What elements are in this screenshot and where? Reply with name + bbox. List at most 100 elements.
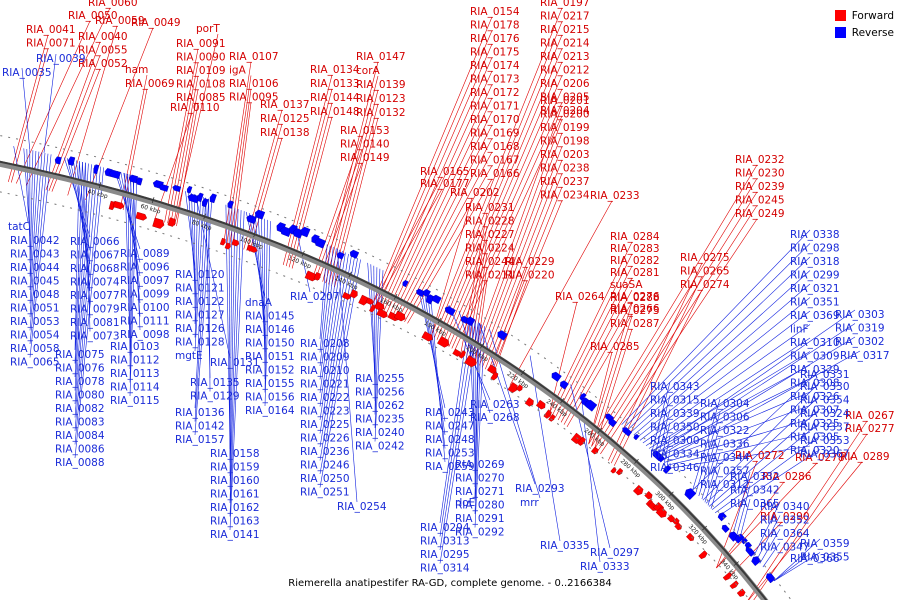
forward-gene-label: RIA_0289	[840, 451, 890, 463]
reverse-gene-label: RIA_0142	[175, 421, 225, 433]
reverse-gene-label: RIA_0054	[10, 330, 60, 342]
feature-track	[54, 156, 776, 597]
forward-leader-line	[551, 253, 633, 416]
forward-gene-label: RIA_0286	[762, 471, 812, 483]
forward-feature-arrow	[349, 289, 358, 299]
reverse-gene-label: RIA_0354	[800, 395, 850, 407]
reverse-gene-label: RIA_0077	[70, 290, 120, 302]
forward-gene-label: RIA_0040	[78, 31, 128, 43]
forward-leader-line	[67, 25, 118, 196]
reverse-leader-line	[705, 395, 821, 504]
reverse-gene-label: RIA_0343	[650, 381, 700, 393]
reverse-gene-label: RIA_0075	[55, 349, 105, 361]
reverse-gene-label: RIA_0068	[70, 263, 120, 275]
reverse-leader-line	[74, 161, 83, 364]
forward-leader-line	[436, 34, 563, 340]
forward-gene-label: RIA_0172	[470, 87, 520, 99]
forward-feature-arrow	[644, 491, 653, 500]
reverse-feature-arrow	[209, 193, 217, 204]
forward-feature-arrow	[421, 331, 433, 342]
reverse-gene-label: RIA_0335	[540, 540, 590, 552]
reverse-feature-arrow	[172, 184, 182, 193]
forward-gene-label: ham	[125, 64, 148, 76]
reverse-gene-label: RIA_0150	[245, 338, 295, 350]
reverse-gene-label: dnaA	[245, 297, 273, 309]
forward-feature-arrow	[393, 310, 406, 322]
reverse-leader-line	[129, 174, 132, 370]
reverse-leader-line	[229, 206, 233, 477]
reverse-gene-label: RIA_0347	[760, 542, 810, 554]
reverse-leader-line	[621, 229, 811, 425]
reverse-feature-arrow	[254, 209, 266, 220]
forward-leader-line	[386, 84, 493, 313]
forward-gene-label: RIA_0224	[465, 243, 515, 255]
legend-forward: Forward	[834, 7, 894, 24]
forward-feature-arrow	[464, 355, 477, 368]
forward-leader-line	[490, 200, 563, 374]
forward-gene-label: RIA_0211	[465, 270, 515, 282]
reverse-gene-label: RIA_0121	[175, 283, 225, 295]
reverse-leader-line	[29, 152, 43, 318]
reverse-gene-label: RIA_0097	[120, 275, 170, 287]
forward-gene-label: RIA_0175	[470, 47, 520, 59]
reverse-leader-line	[708, 408, 821, 507]
forward-gene-label: RIA_0147	[356, 51, 406, 63]
reverse-leader-line	[29, 154, 52, 358]
reverse-gene-label: RIA_0096	[120, 262, 170, 274]
forward-leader-line	[473, 119, 563, 362]
reverse-gene-label: RIA_0255	[355, 373, 405, 385]
forward-leader-line	[164, 48, 199, 223]
forward-leader-line	[445, 75, 563, 346]
forward-feature-arrow	[376, 308, 388, 319]
forward-leader-line	[509, 200, 613, 386]
reverse-leader-line	[124, 173, 131, 343]
forward-leader-line	[285, 88, 333, 267]
reverse-gene-label: RIA_0151	[245, 351, 295, 363]
forward-gene-label: RIA_0233	[590, 190, 640, 202]
reverse-gene-label: RIA_0364	[760, 528, 810, 540]
forward-feature-arrow	[590, 446, 599, 455]
reverse-gene-label: RIA_0099	[120, 289, 170, 301]
forward-leader-line	[176, 102, 199, 227]
forward-leader-line	[594, 191, 758, 450]
forward-gene-label: RIA_0276	[610, 291, 660, 303]
reverse-leader-line	[319, 251, 343, 407]
reverse-leader-line	[474, 324, 482, 515]
reverse-gene-label: linF	[790, 324, 809, 336]
forward-gene-label: RIA_0134	[310, 64, 360, 76]
reverse-gene-label: RIA_0122	[175, 296, 225, 308]
reverse-leader-line	[132, 175, 141, 331]
forward-leader-line	[395, 124, 493, 318]
forward-leader-line	[430, 7, 563, 337]
forward-gene-label: RIA_0071	[26, 38, 76, 50]
reverse-gene-label: RIA_0294	[420, 522, 470, 534]
forward-leader-line	[588, 302, 633, 445]
reverse-feature-arrow	[93, 164, 100, 175]
reverse-gene-label: RIA_0226	[300, 433, 350, 445]
reverse-gene-label: RIA_0053	[10, 316, 60, 328]
reverse-leader-line	[658, 336, 856, 458]
forward-leader-line	[554, 265, 633, 418]
reverse-gene-label: RIA_0308	[790, 378, 840, 390]
forward-leader-line	[315, 149, 363, 279]
forward-feature-arrow	[152, 217, 165, 229]
tick-mark	[98, 182, 102, 189]
reverse-gene-label: RIA_0313	[420, 536, 470, 548]
forward-feature-arrow	[246, 244, 258, 253]
reverse-leader-line	[773, 553, 811, 582]
reverse-leader-line	[43, 53, 57, 153]
forward-gene-label: RIA_0234	[540, 190, 590, 202]
reverse-feature-arrow	[280, 226, 292, 237]
forward-gene-label: RIA_0282	[610, 255, 660, 267]
reverse-gene-label: RIA_0262	[355, 400, 405, 412]
reverse-leader-line	[74, 166, 101, 445]
reverse-feature-arrow	[497, 330, 508, 341]
reverse-gene-label: mrr	[520, 497, 539, 509]
forward-feature-arrow	[666, 514, 675, 523]
forward-leader-line	[246, 123, 283, 251]
forward-gene-label: RIA_0206	[540, 78, 590, 90]
map-caption: Riemerella anatipestifer RA-GD, complete…	[288, 578, 612, 589]
forward-feature-arrow	[452, 348, 461, 357]
reverse-gene-label: RIA_0309	[790, 351, 840, 363]
forward-leader-line	[170, 75, 199, 225]
